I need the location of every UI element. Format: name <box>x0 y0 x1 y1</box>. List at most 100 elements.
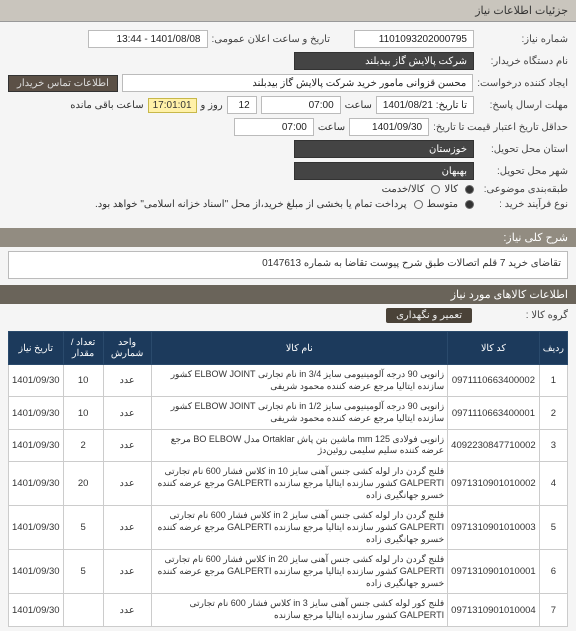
buyer-value: شرکت پالایش گاز بیدبلند <box>294 52 474 70</box>
group-value: تعمیر و نگهداری <box>386 308 472 323</box>
cell-code: 0971310901010004 <box>448 594 540 626</box>
cell-code: 4092230847710002 <box>448 429 540 461</box>
table-row: 60971310901010001فلنج گردن دار لوله کشی … <box>9 550 568 594</box>
col-name: نام کالا <box>151 332 448 365</box>
col-date: تاریخ نیاز <box>9 332 64 365</box>
cell-idx: 1 <box>539 365 567 397</box>
reply-hour-value: 07:00 <box>261 96 341 114</box>
page-title: جزئیات اطلاعات نیاز <box>475 5 568 17</box>
cell-idx: 4 <box>539 462 567 506</box>
group-label: گروه کالا : <box>478 310 568 321</box>
city-value: بهبهان <box>294 162 474 180</box>
page-header: جزئیات اطلاعات نیاز <box>0 0 576 22</box>
cell-unit: عدد <box>103 594 151 626</box>
cell-qty <box>63 594 103 626</box>
creator-label: ایجاد کننده درخواست: <box>477 78 568 89</box>
radio-proc2-icon[interactable] <box>414 200 423 209</box>
cell-idx: 3 <box>539 429 567 461</box>
cell-idx: 2 <box>539 397 567 429</box>
table-row: 40971310901010002فلنج گردن دار لوله کشی … <box>9 462 568 506</box>
table-row: 20971110663400001زانویی 90 درجه آلومینیو… <box>9 397 568 429</box>
cell-date: 1401/09/30 <box>9 506 64 550</box>
cell-qty: 20 <box>63 462 103 506</box>
cell-name: زانویی 90 درجه آلومینیومی سایز in 1/2 نا… <box>151 397 448 429</box>
cell-qty: 10 <box>63 397 103 429</box>
cell-idx: 7 <box>539 594 567 626</box>
class-goods: کالا <box>444 184 458 195</box>
cell-date: 1401/09/30 <box>9 462 64 506</box>
proc-label: نوع فرآیند خرید : <box>478 199 568 210</box>
creator-value: محسن قزوانی مامور خرید شرکت پالایش گاز ب… <box>122 74 473 92</box>
col-qty: تعداد / مقدار <box>63 332 103 365</box>
announce-label: تاریخ و ساعت اعلان عمومی: <box>212 34 331 45</box>
section-items-header: اطلاعات کالاهای مورد نیاز <box>0 285 576 304</box>
class-service: کالا/خدمت <box>382 184 425 195</box>
cell-name: زانویی فولادی mm 125 ماشین بتن پاش Ortak… <box>151 429 448 461</box>
hour-label-1: ساعت <box>345 100 372 111</box>
time-left-value: 17:01:01 <box>148 98 197 113</box>
cell-date: 1401/09/30 <box>9 550 64 594</box>
col-idx: ردیف <box>539 332 567 365</box>
radio-goods-icon[interactable] <box>465 185 474 194</box>
section-desc-label: شرح کلی نیاز: <box>0 228 576 247</box>
cell-date: 1401/09/30 <box>9 365 64 397</box>
cell-qty: 10 <box>63 365 103 397</box>
city-label: شهر محل تحویل: <box>478 166 568 177</box>
col-unit: واحد شمارش <box>103 332 151 365</box>
cell-code: 0971310901010001 <box>448 550 540 594</box>
cell-unit: عدد <box>103 550 151 594</box>
cell-code: 0971310901010003 <box>448 506 540 550</box>
cell-qty: 2 <box>63 429 103 461</box>
cell-qty: 5 <box>63 506 103 550</box>
cred-expiry-value: 1401/09/30 <box>349 118 429 136</box>
buyer-label: نام دستگاه خریدار: <box>478 56 568 67</box>
cell-unit: عدد <box>103 397 151 429</box>
table-row: 10971110663400002زانویی 90 درجه آلومینیو… <box>9 365 568 397</box>
cell-name: فلنج گردن دار لوله کشی جنس آهنی سایز in … <box>151 506 448 550</box>
need-no-label: شماره نیاز: <box>478 34 568 45</box>
cell-date: 1401/09/30 <box>9 429 64 461</box>
radio-proc-icon[interactable] <box>465 200 474 209</box>
need-no-value: 1101093202000795 <box>354 30 474 48</box>
province-label: استان محل تحویل: <box>478 144 568 155</box>
radio-service-icon[interactable] <box>431 185 440 194</box>
province-value: خوزستان <box>294 140 474 158</box>
announce-value: 1401/08/08 - 13:44 <box>88 30 208 48</box>
time-left-tail: ساعت باقی مانده <box>70 100 143 111</box>
days-word: روز و <box>201 100 223 111</box>
form-area: شماره نیاز: 1101093202000795 تاریخ و ساع… <box>0 22 576 222</box>
cell-date: 1401/09/30 <box>9 397 64 429</box>
cell-unit: عدد <box>103 429 151 461</box>
cell-idx: 5 <box>539 506 567 550</box>
table-row: 34092230847710002زانویی فولادی mm 125 ما… <box>9 429 568 461</box>
cell-date: 1401/09/30 <box>9 594 64 626</box>
cell-name: فلنج کور لوله کشی جنس آهنی سایز in 3 کلا… <box>151 594 448 626</box>
reply-deadline-label: مهلت ارسال پاسخ: <box>478 100 568 111</box>
cell-idx: 6 <box>539 550 567 594</box>
main-desc-value: تقاضای خرید 7 قلم اتصالات طبق شرح پیوست … <box>8 251 568 279</box>
col-code: کد کالا <box>448 332 540 365</box>
items-table: ردیف کد کالا نام کالا واحد شمارش تعداد /… <box>8 331 568 627</box>
cred-hour-value: 07:00 <box>234 118 314 136</box>
cell-name: فلنج گردن دار لوله کشی جنس آهنی سایز in … <box>151 462 448 506</box>
cell-code: 0971110663400002 <box>448 365 540 397</box>
cell-name: فلنج گردن دار لوله کشی جنس آهنی سایز in … <box>151 550 448 594</box>
proc-mid: متوسط <box>427 199 458 210</box>
reply-deadline-value: تا تاریخ: 1401/08/21 <box>376 96 474 114</box>
cred-expiry-label: حداقل تاریخ اعتبار قیمت تا تاریخ: <box>433 122 568 133</box>
cell-name: زانویی 90 درجه آلومینیومی سایز in 3/4 نا… <box>151 365 448 397</box>
table-header-row: ردیف کد کالا نام کالا واحد شمارش تعداد /… <box>9 332 568 365</box>
contact-buyer-button[interactable]: اطلاعات تماس خریدار <box>8 75 118 92</box>
table-row: 50971310901010003فلنج گردن دار لوله کشی … <box>9 506 568 550</box>
class-label: طبقه‌بندی موضوعی: <box>478 184 568 195</box>
cell-unit: عدد <box>103 365 151 397</box>
hour-label-2: ساعت <box>318 122 345 133</box>
table-row: 70971310901010004فلنج کور لوله کشی جنس آ… <box>9 594 568 626</box>
proc-note: پرداخت تمام یا بخشی از مبلغ خرید،از محل … <box>8 199 407 210</box>
cell-code: 0971310901010002 <box>448 462 540 506</box>
cell-unit: عدد <box>103 506 151 550</box>
cell-unit: عدد <box>103 462 151 506</box>
days-left-value: 12 <box>227 96 257 114</box>
cell-qty: 5 <box>63 550 103 594</box>
cell-code: 0971110663400001 <box>448 397 540 429</box>
